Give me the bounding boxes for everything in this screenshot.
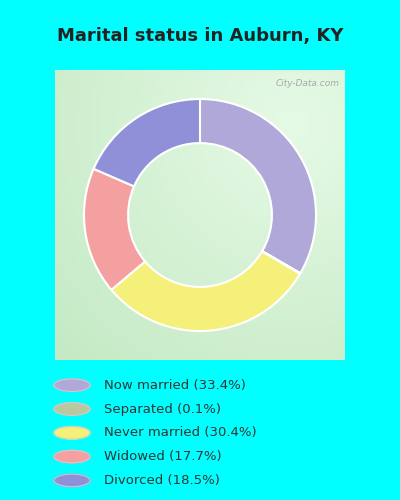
- Circle shape: [54, 450, 90, 463]
- Circle shape: [54, 379, 90, 392]
- Text: Widowed (17.7%): Widowed (17.7%): [104, 450, 222, 463]
- Wedge shape: [262, 251, 300, 274]
- Text: Never married (30.4%): Never married (30.4%): [104, 426, 257, 440]
- Text: Marital status in Auburn, KY: Marital status in Auburn, KY: [57, 27, 343, 45]
- Wedge shape: [200, 99, 316, 273]
- Circle shape: [54, 474, 90, 486]
- Circle shape: [54, 402, 90, 415]
- Text: City-Data.com: City-Data.com: [275, 78, 339, 88]
- Text: Divorced (18.5%): Divorced (18.5%): [104, 474, 220, 487]
- Text: Now married (33.4%): Now married (33.4%): [104, 378, 246, 392]
- Wedge shape: [111, 252, 300, 331]
- Wedge shape: [84, 169, 145, 290]
- Circle shape: [54, 426, 90, 439]
- Text: Separated (0.1%): Separated (0.1%): [104, 402, 221, 415]
- Wedge shape: [94, 99, 200, 186]
